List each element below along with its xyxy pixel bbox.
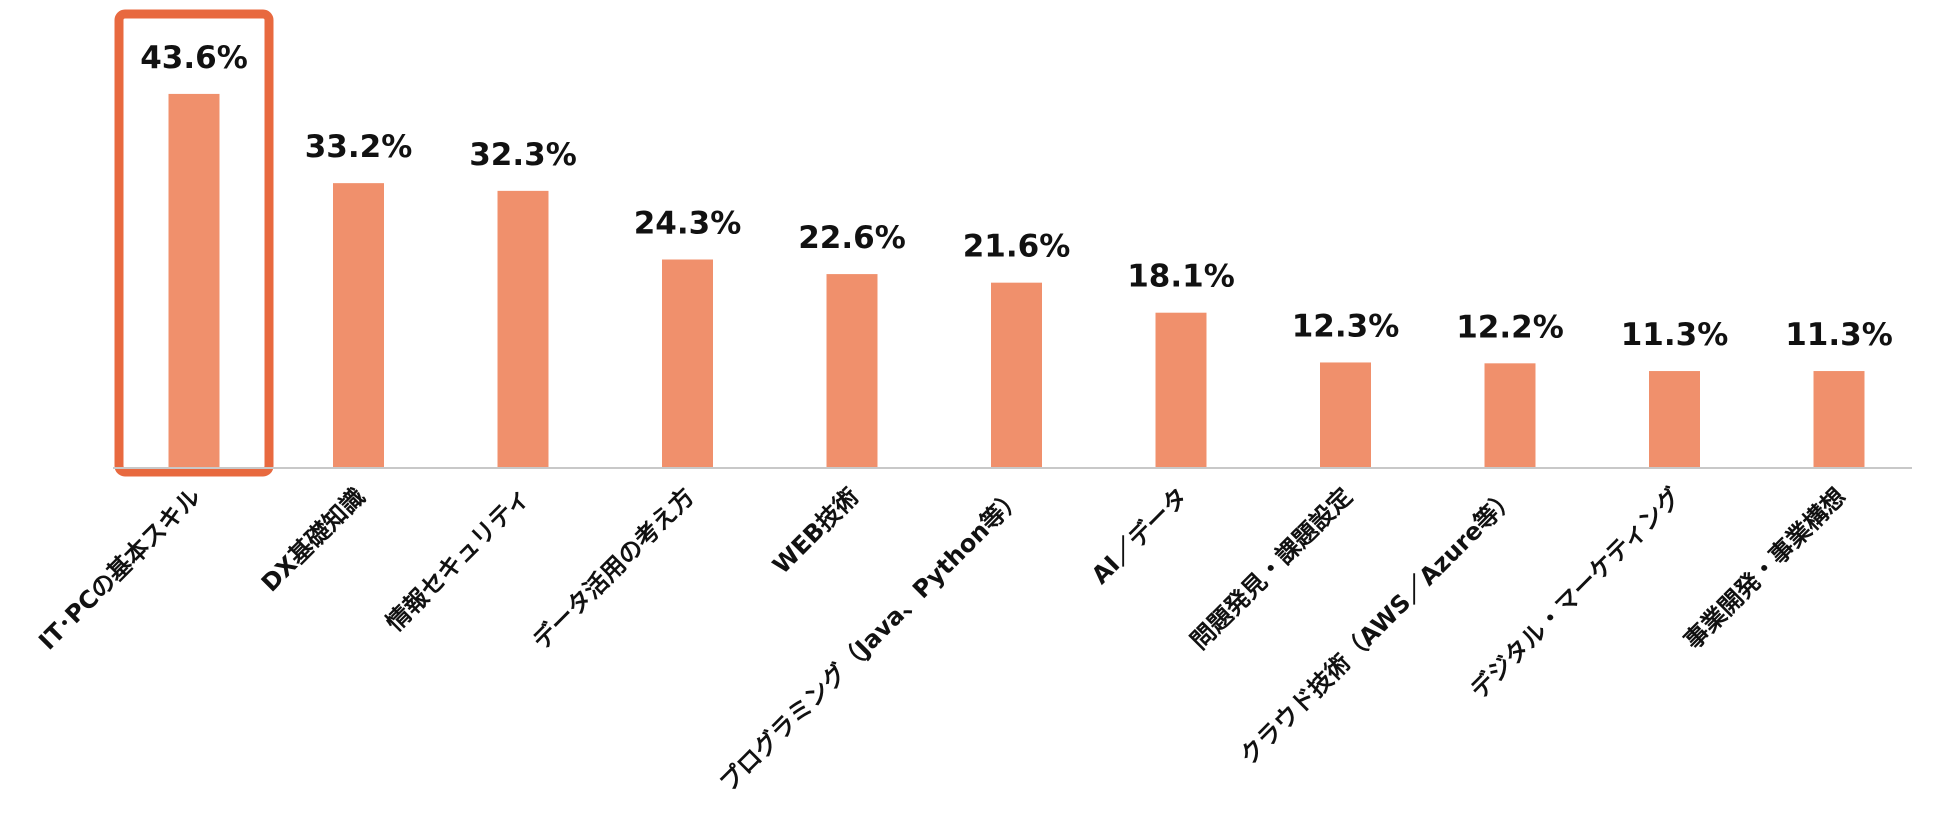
- category-label-4: データ活用の考え方: [527, 482, 700, 655]
- value-label-3: 32.3%: [469, 137, 577, 173]
- category-label-8: 問題発見・課題設定: [1185, 482, 1358, 655]
- bar-3: [497, 190, 549, 468]
- value-label-6: 21.6%: [963, 229, 1071, 265]
- value-label-11: 11.3%: [1785, 317, 1893, 353]
- category-label-6: プログラミング（Java、Python等）: [714, 482, 1029, 797]
- value-label-7: 18.1%: [1127, 259, 1235, 295]
- highlight-box: [114, 9, 274, 477]
- category-label-7: AI／データ: [1086, 482, 1193, 589]
- category-label-9: クラウド技術（AWS／Azure等）: [1234, 482, 1522, 770]
- category-label-2: DX基礎知識: [256, 482, 371, 597]
- value-label-2: 33.2%: [305, 129, 413, 165]
- bar-1: [168, 93, 220, 469]
- value-label-10: 11.3%: [1621, 317, 1729, 353]
- bar-5: [826, 274, 878, 468]
- value-label-9: 12.2%: [1456, 309, 1564, 345]
- category-label-11: 事業開発・事業構想: [1679, 482, 1852, 655]
- category-label-3: 情報セキュリティ: [381, 482, 536, 637]
- bar-7: [1155, 312, 1207, 468]
- category-label-5: WEB技術: [767, 482, 864, 579]
- bar-6: [991, 282, 1042, 468]
- category-label-1: IT･PCの基本スキル: [33, 482, 206, 655]
- value-label-8: 12.3%: [1292, 308, 1400, 344]
- bar-2: [333, 183, 384, 469]
- bar-8: [1320, 362, 1371, 468]
- bar-10: [1649, 371, 1700, 468]
- value-label-4: 24.3%: [634, 206, 742, 242]
- value-label-1: 43.6%: [140, 40, 248, 76]
- bar-11: [1813, 371, 1865, 468]
- bar-9: [1484, 363, 1536, 468]
- bar-4: [662, 259, 713, 468]
- value-label-5: 22.6%: [798, 220, 906, 256]
